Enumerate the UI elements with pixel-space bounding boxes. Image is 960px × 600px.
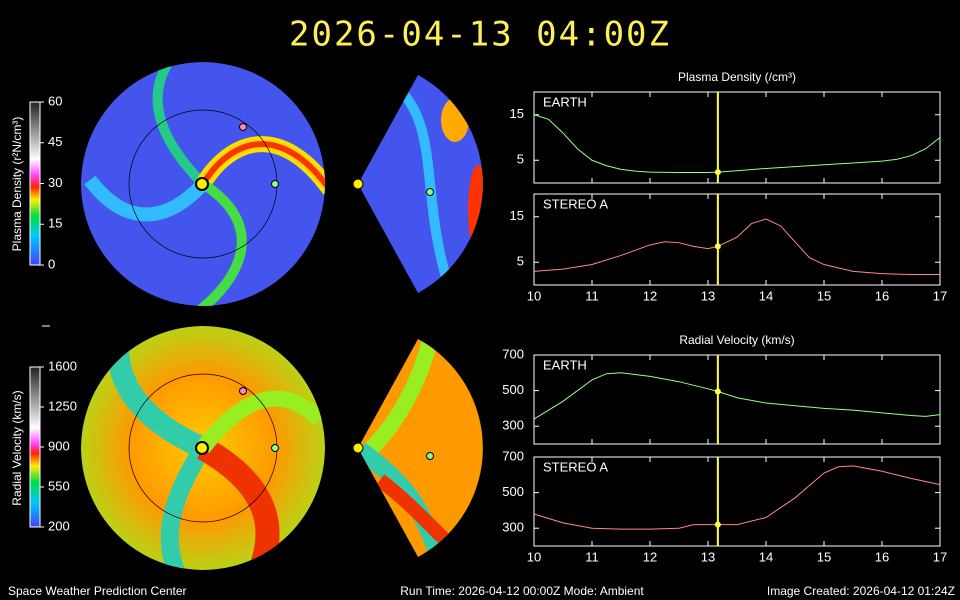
earth [271,444,279,452]
chart-title: Radial Velocity (km/s) [679,333,794,347]
y-tick-label: 5 [517,152,524,167]
x-tick-label: 14 [759,549,773,564]
colorbar-tick-label: 550 [48,478,70,493]
earth [271,180,279,188]
x-tick-label: 13 [701,549,715,564]
plot-frame [533,91,941,184]
earth [426,452,434,460]
sun [352,178,364,190]
x-tick-label: 11 [585,288,599,303]
x-tick-label: 17 [933,288,947,303]
sun [195,177,209,191]
colorbar-tick-label: 60 [48,93,62,108]
title: 2026-04-13 04:00Z [289,15,671,55]
colorbar-tick-label: 1250 [48,398,77,413]
panel-label: EARTH [543,94,587,109]
y-tick-label: 500 [502,382,524,397]
colorbar-label: Radial Velocity (km/s) [10,390,24,505]
colorbar-tick-label: 1600 [48,358,77,373]
density-wedge [358,75,483,293]
x-tick-label: 13 [701,288,715,303]
time-marker-point [714,169,721,176]
plot-frame [533,193,941,286]
colorbar-tick-label: 200 [48,518,70,533]
x-tick-label: 17 [933,549,947,564]
sun [352,442,364,454]
footer-left: Space Weather Prediction Center [8,584,187,598]
y-tick-label: 700 [502,448,524,463]
panel-label: EARTH [543,357,587,372]
stereo-a [239,387,247,395]
time-marker-point [714,243,721,250]
footer-right: Image Created: 2026-04-12 01:24Z [767,584,955,598]
colorbar [29,366,41,528]
data-line [533,218,940,276]
colorbar-tick-label: 45 [48,134,62,149]
data-line [533,114,941,174]
panel-label: STEREO A [543,196,608,211]
colorbar-tick-label: 0 [48,256,55,271]
panel-label: STEREO A [543,459,608,474]
time-marker-point [714,521,721,528]
colorbar-tick-label: 15 [48,216,62,231]
y-tick-label: 15 [510,106,524,121]
y-tick-label: 500 [502,484,524,499]
y-tick-label: 300 [502,520,524,535]
x-tick-label: 10 [527,288,541,303]
x-tick-label: 14 [759,288,773,303]
x-tick-label: 16 [875,288,889,303]
x-tick-label: 15 [817,549,831,564]
data-line [533,372,941,420]
x-tick-label: 12 [643,288,657,303]
colorbar [29,101,41,266]
sun [195,441,209,455]
y-tick-label: 700 [502,346,524,361]
plot-frame [533,354,941,445]
colorbar-tick-label: 900 [48,438,70,453]
x-tick-label: 15 [817,288,831,303]
x-tick-label: 11 [585,549,599,564]
y-tick-label: 5 [517,254,524,269]
velocity-wedge [358,339,483,557]
colorbar-label: Plasma Density (r²N/cm³) [10,117,24,252]
y-tick-label: 300 [502,418,524,433]
stereo-a [239,123,247,131]
x-tick-label: 10 [527,549,541,564]
x-tick-label: 12 [643,549,657,564]
plot-frame [533,456,941,547]
y-tick-label: 15 [510,208,524,223]
chart-title: Plasma Density (/cm³) [678,70,796,84]
earth [426,188,434,196]
colorbar-tick-label: 30 [48,175,62,190]
footer-center: Run Time: 2026-04-12 00:00Z Mode: Ambien… [400,584,644,598]
time-marker-point [714,388,721,395]
x-tick-label: 16 [875,549,889,564]
data-line [533,465,941,530]
